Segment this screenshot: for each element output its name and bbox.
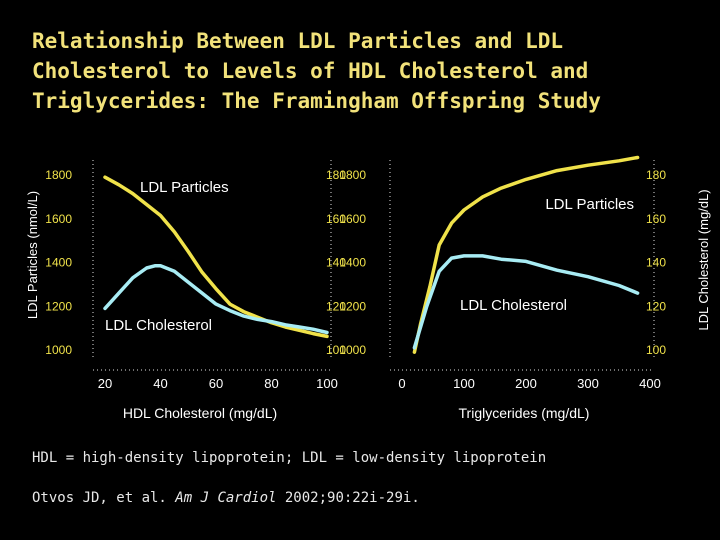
- footnote: HDL = high-density lipoprotein; LDL = lo…: [32, 450, 547, 466]
- panel2-right-tick: 100: [646, 343, 666, 357]
- panel2-x-tick: 300: [577, 376, 599, 391]
- panel2-x-tick: 100: [453, 376, 475, 391]
- panel1-x-tick: 20: [98, 376, 112, 391]
- panel2-left-tick: 1800: [339, 168, 366, 182]
- panel1-right-tick: 100: [326, 343, 346, 357]
- panel1-ldl-particles-line: [103, 175, 329, 339]
- citation-details: 2002;90:22i-29i.: [276, 490, 420, 506]
- panel1-ldl-cholesterol-line: [103, 264, 329, 335]
- panel2-ldl-cholesterol-line: [412, 254, 640, 350]
- right-axis-label: LDL Cholesterol (mg/dL): [696, 189, 711, 330]
- left-axis-label: LDL Particles (nmol/L): [25, 191, 40, 319]
- panel2-left-tick: 1200: [339, 299, 366, 313]
- panel1-x-tick: 80: [264, 376, 278, 391]
- panel2-right-tick: 140: [646, 256, 666, 270]
- chart-title: Relationship Between LDL Particles and L…: [32, 29, 601, 113]
- panel1-left-tick: 1600: [45, 212, 72, 226]
- panel2-right-tick: 160: [646, 212, 666, 226]
- panel1-ldl-cholesterol-label: LDL Cholesterol: [105, 317, 212, 334]
- panel1-right-tick: 120: [326, 299, 346, 313]
- citation-journal: Am J Cardiol: [175, 490, 277, 506]
- citation: Otvos JD, et al. Am J Cardiol 2002;90:22…: [32, 490, 420, 506]
- panel2-left-tick: 1400: [339, 256, 366, 270]
- panel1-x-tick: 100: [316, 376, 338, 391]
- panel2-right-tick: 120: [646, 299, 666, 313]
- panel2-right-tick: 180: [646, 168, 666, 182]
- panel2-ldl-cholesterol-label: LDL Cholesterol: [460, 297, 567, 314]
- panel2-left-tick: 1600: [339, 212, 366, 226]
- panel1-x-tick: 40: [153, 376, 167, 391]
- panel2-ldl-particles-label: LDL Particles: [545, 196, 634, 213]
- panel2-ldl-particles-line: [412, 155, 640, 354]
- panel2-x-tick: 200: [515, 376, 537, 391]
- panel1-x-tick: 60: [209, 376, 223, 391]
- panel2-x-axis-label: Triglycerides (mg/dL): [459, 405, 590, 421]
- panel1-right-tick: 140: [326, 256, 346, 270]
- panel1-ldl-particles-label: LDL Particles: [140, 179, 229, 196]
- panel1-right-tick: 160: [326, 212, 346, 226]
- panel2-left-tick: 1000: [339, 343, 366, 357]
- panel1-x-axis-label: HDL Cholesterol (mg/dL): [123, 405, 277, 421]
- citation-authors: Otvos JD, et al.: [32, 490, 176, 506]
- panel1-left-tick: 1400: [45, 256, 72, 270]
- panel2-x-tick: 400: [639, 376, 661, 391]
- panel2-x-tick: 0: [398, 376, 405, 391]
- panel1-left-tick: 1200: [45, 299, 72, 313]
- panel1-left-tick: 1000: [45, 343, 72, 357]
- panel1-left-tick: 1800: [45, 168, 72, 182]
- panel1-right-tick: 180: [326, 168, 346, 182]
